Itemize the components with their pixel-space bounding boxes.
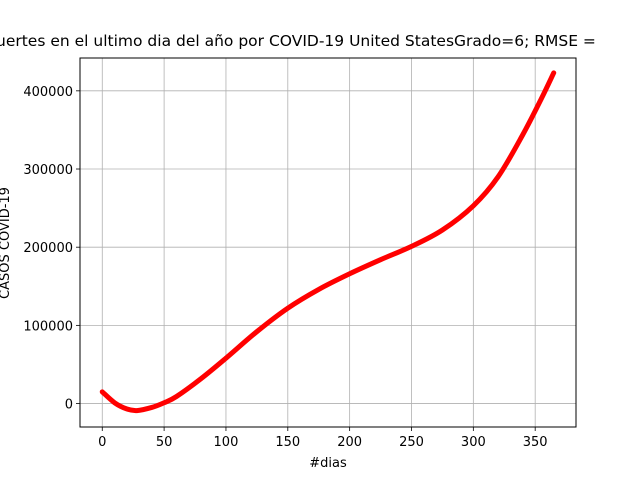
x-tick-label: 100 (214, 435, 239, 450)
series-layer (99, 70, 557, 414)
y-tick-label: 200000 (23, 241, 73, 256)
chart-title-clip: uertes en el ultimo dia del año por COVI… (0, 32, 640, 54)
axis-ticks: 0 50 100 150 200 250 300 350 0 100000 200000 300000… (23, 85, 547, 450)
x-tick-label: 350 (523, 435, 548, 450)
grid-lines (80, 58, 576, 427)
x-tick-label: 0 (98, 435, 106, 450)
y-tick-label: 100000 (23, 319, 73, 334)
y-axis-label: CASOS COVID-19 (0, 187, 13, 299)
series-line (99, 70, 557, 414)
y-tick-label: 400000 (23, 85, 73, 100)
x-tick-label: 50 (156, 435, 173, 450)
chart-title: uertes en el ultimo dia del año por COVI… (0, 32, 596, 50)
y-tick-label: 300000 (23, 163, 73, 178)
x-axis-label: #dias (309, 456, 347, 471)
x-tick-label: 250 (399, 435, 424, 450)
y-tick-label: 0 (65, 398, 73, 413)
plot-frame (79, 57, 577, 428)
x-tick-label: 300 (461, 435, 486, 450)
x-tick-label: 200 (337, 435, 362, 450)
x-tick-label: 150 (275, 435, 300, 450)
